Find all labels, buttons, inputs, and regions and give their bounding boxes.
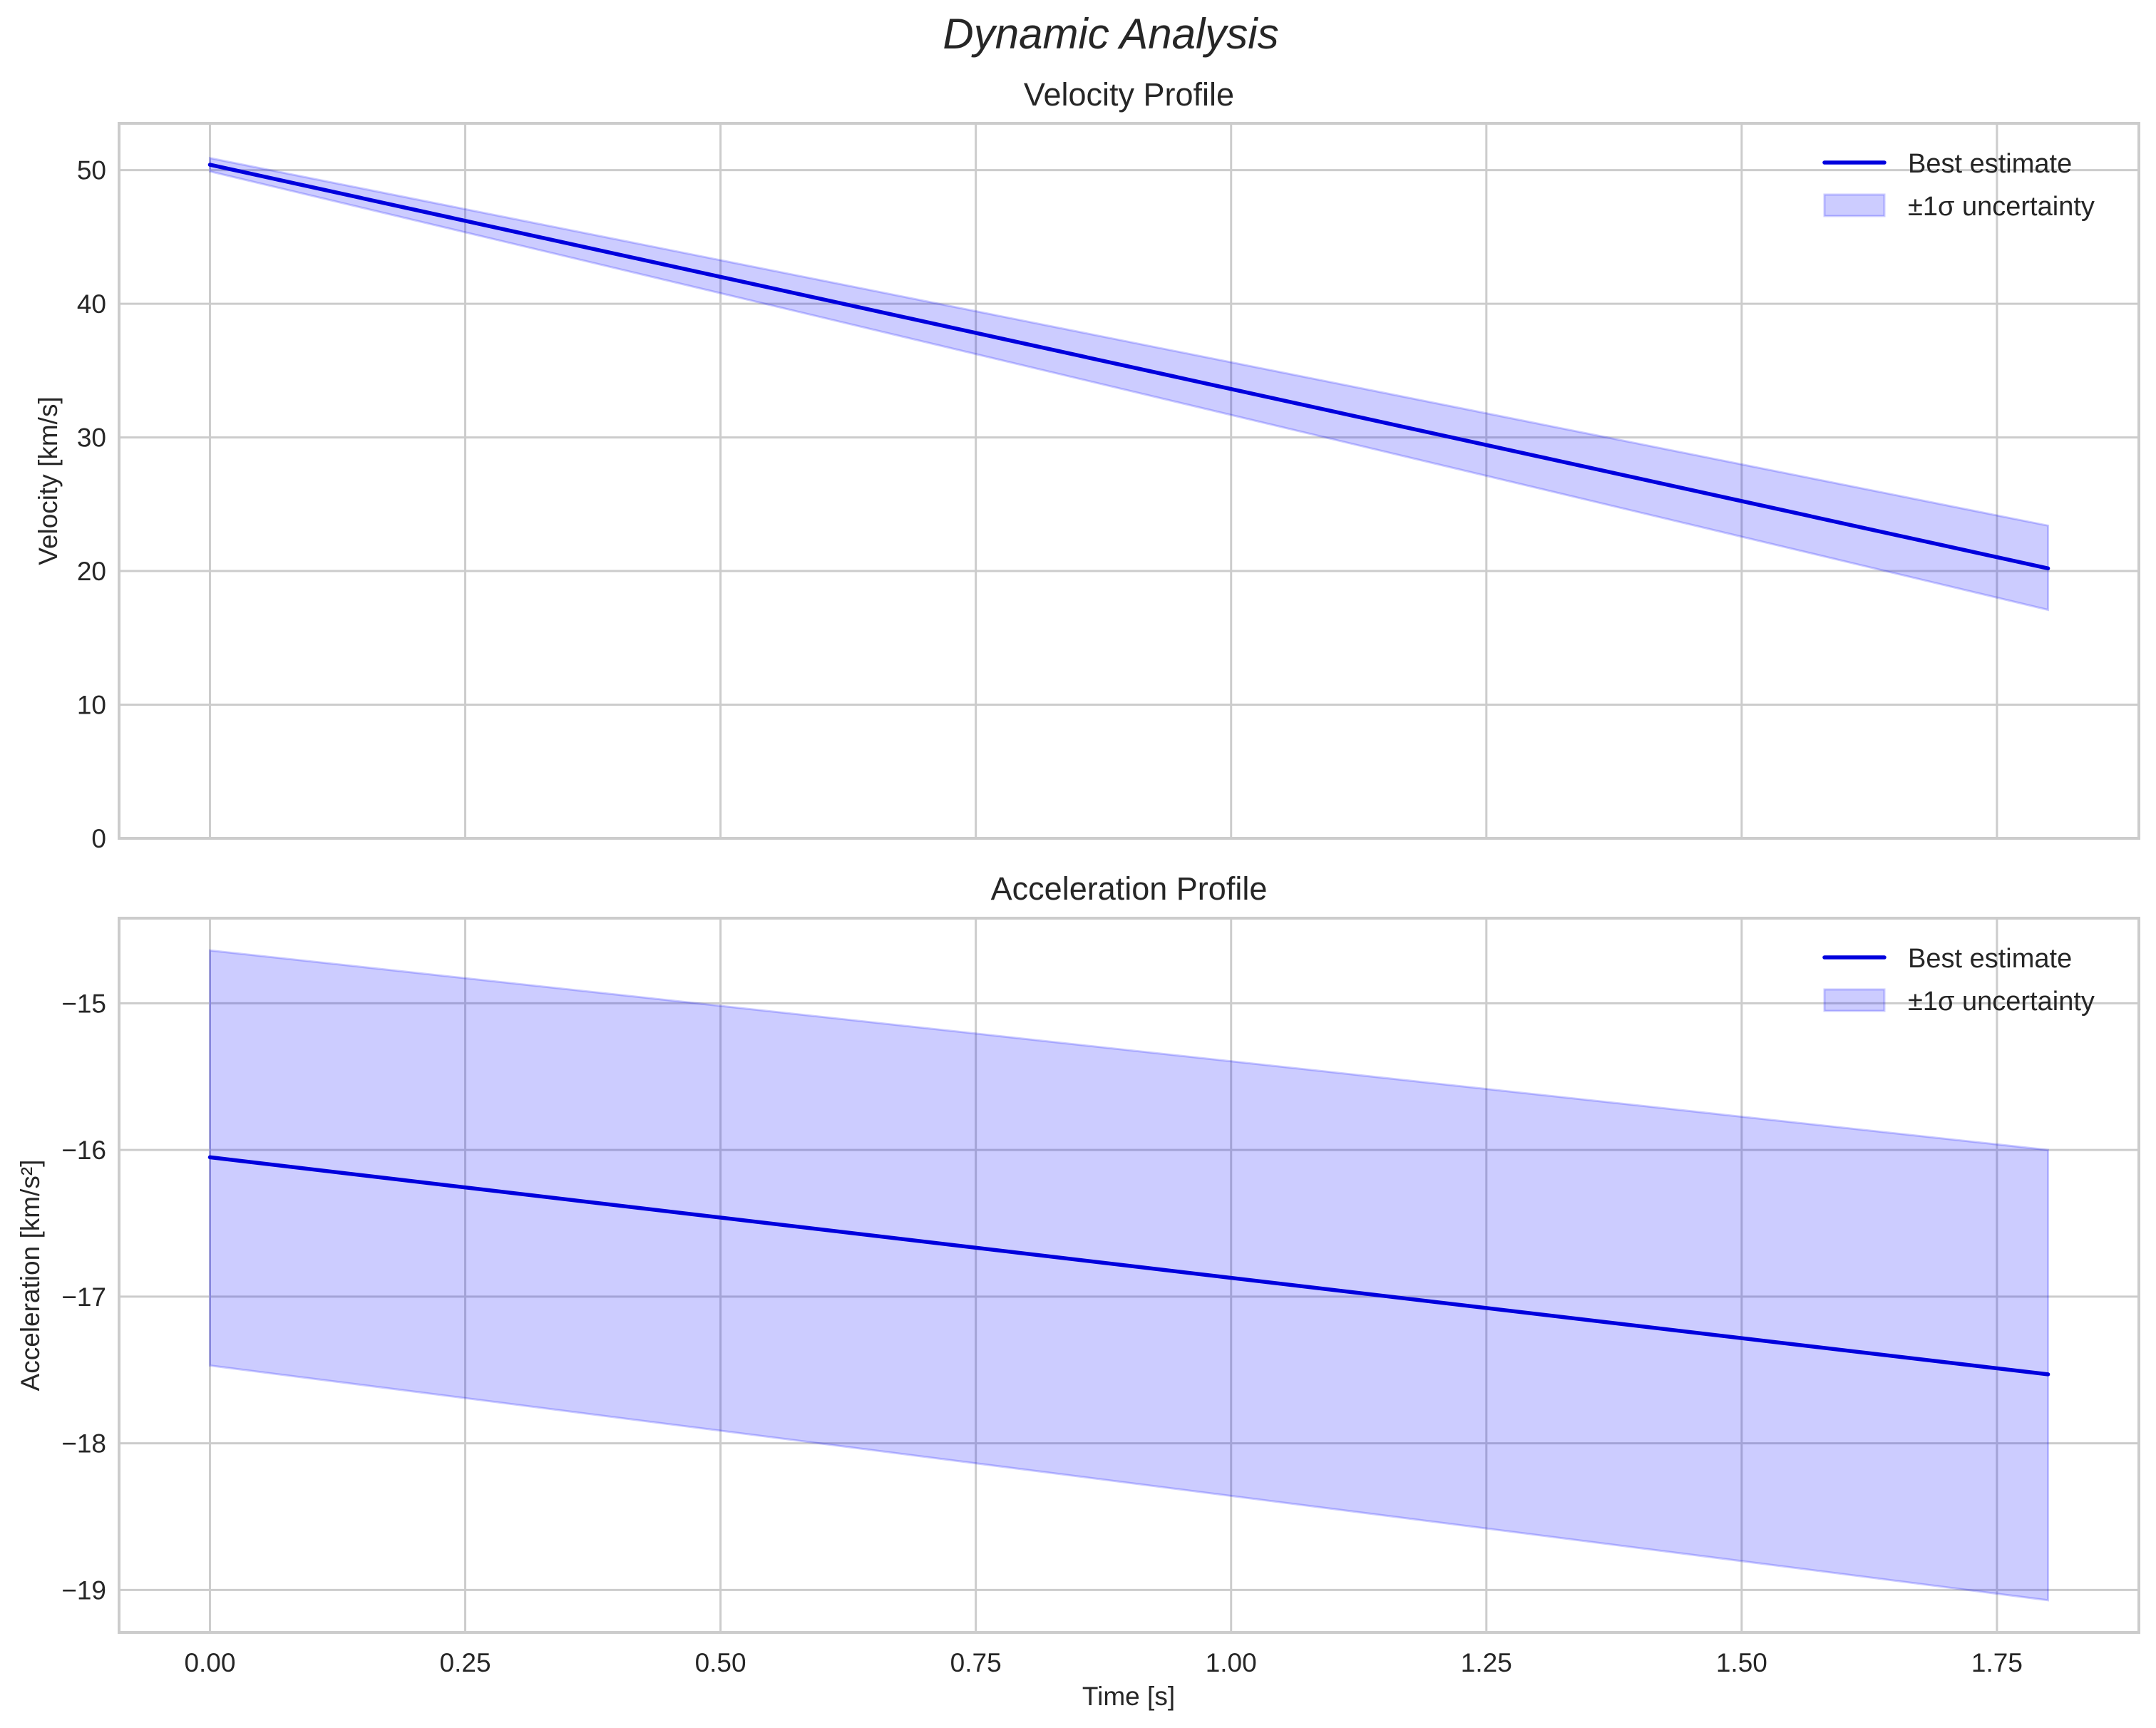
y-axis-label: Acceleration [km/s²]: [16, 1160, 45, 1392]
legend-label-best-estimate: Best estimate: [1908, 149, 2072, 179]
legend-label-uncertainty: ±1σ uncertainty: [1908, 192, 2095, 222]
x-tick-label: 0.25: [440, 1648, 491, 1677]
y-tick-label: 10: [77, 691, 106, 720]
x-tick-label: 1.75: [1971, 1648, 2023, 1677]
x-tick-label: 1.25: [1461, 1648, 1512, 1677]
y-tick-label: −16: [61, 1136, 106, 1165]
y-tick-label: 50: [77, 156, 106, 185]
uncertainty-band: [208, 156, 2050, 612]
subplot-title: Acceleration Profile: [991, 870, 1268, 907]
axes-frame: [118, 122, 2140, 840]
y-axis-label: Velocity [km/s]: [34, 396, 63, 565]
y-tick-label: −17: [61, 1282, 106, 1312]
legend: Best estimate ±1σ uncertainty: [1822, 944, 2095, 1017]
acceleration-subplot: Acceleration Profile −19 −18 −17 −16 −15 0.00 0…: [16, 870, 2140, 1677]
x-axis-label: Time [s]: [1082, 1682, 1175, 1711]
legend-band-swatch: [1823, 193, 1886, 217]
velocity-subplot: Velocity Profile 0 10 20 30 40 50 Velocity [km/…: [34, 76, 2140, 853]
best-estimate-line: [207, 1155, 2050, 1377]
legend: Best estimate ±1σ uncertainty: [1822, 149, 2095, 222]
uncertainty-band: [208, 949, 2050, 1602]
x-tick-label: 1.50: [1716, 1648, 1767, 1677]
y-tick-label: 0: [91, 824, 106, 853]
grid: [119, 123, 2139, 840]
y-tick-label: 40: [77, 289, 106, 319]
y-tick-label: 20: [77, 557, 106, 586]
figure-suptitle: Dynamic Analysis: [943, 10, 1278, 58]
axes-frame: [118, 917, 2140, 1634]
best-estimate-line: [207, 163, 2050, 571]
y-tick-label: −15: [61, 989, 106, 1018]
x-tick-label: 0.50: [695, 1648, 746, 1677]
grid: [119, 918, 2139, 1632]
legend-band-swatch: [1823, 988, 1886, 1012]
x-tick-label: 1.00: [1206, 1648, 1257, 1677]
y-tick-label: −18: [61, 1429, 106, 1459]
legend-label-best-estimate: Best estimate: [1908, 944, 2072, 974]
y-tick-label: 30: [77, 423, 106, 453]
x-tick-label: 0.75: [950, 1648, 1002, 1677]
subplot-title: Velocity Profile: [1024, 76, 1234, 113]
x-tick-label: 0.00: [184, 1648, 235, 1677]
legend-label-uncertainty: ±1σ uncertainty: [1908, 987, 2095, 1017]
y-tick-label: −19: [61, 1575, 106, 1605]
